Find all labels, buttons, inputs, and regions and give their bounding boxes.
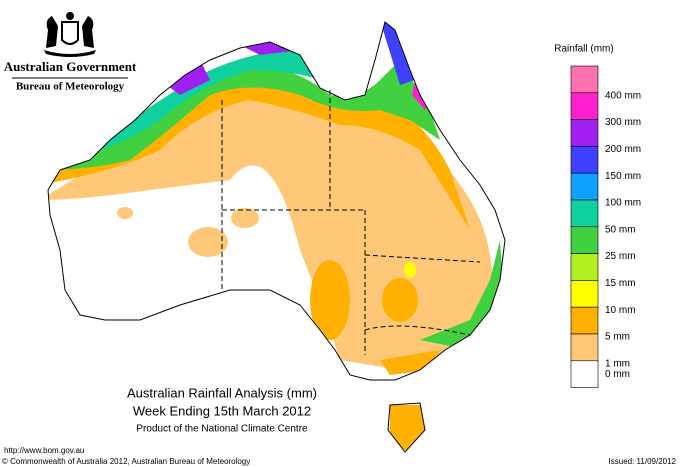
legend-label: 15 mm	[605, 278, 636, 289]
legend-swatch	[570, 199, 599, 228]
legend-label: 5 mm	[605, 332, 630, 343]
url: http://www.bom.gov.au	[4, 446, 84, 455]
legend-label: 100 mm	[605, 198, 641, 209]
legend-label: 200 mm	[605, 144, 641, 155]
state-borders	[221, 90, 481, 355]
legend-label: 0 mm	[605, 369, 630, 380]
crest	[44, 12, 96, 57]
government: Australian Government	[4, 59, 137, 74]
legend-swatch	[570, 360, 599, 388]
legend: Rainfall (mm) 400 mm 300 mm 200 mm 150 mm 10…	[554, 44, 641, 388]
legend-swatch	[570, 119, 599, 147]
map-subtitle: Week Ending 15th March 2012	[133, 403, 311, 418]
legend-swatch	[570, 172, 599, 201]
legend-swatch	[570, 146, 599, 174]
legend-swatch	[570, 92, 599, 120]
legend-swatch	[570, 65, 599, 94]
legend-label: 150 mm	[605, 171, 641, 182]
legend-swatch	[570, 226, 599, 254]
legend-label: 50 mm	[605, 224, 636, 235]
legend-label: 400 mm	[605, 90, 641, 101]
copyright: © Commonwealth of Australia 2012, Austra…	[2, 457, 250, 466]
legend-label: 300 mm	[605, 117, 641, 128]
map-title: Australian Rainfall Analysis (mm)	[127, 385, 317, 400]
issued: Issued: 11/09/2012	[609, 457, 677, 466]
agency: Bureau of Meteorology	[16, 81, 125, 93]
legend-swatch	[570, 306, 599, 335]
legend-label: 1 mm	[605, 358, 630, 369]
legend-swatch	[570, 280, 599, 308]
map-credit: Product of the National Climate Centre	[136, 424, 308, 435]
legend-label: 10 mm	[605, 305, 636, 316]
legend-title: Rainfall (mm)	[554, 44, 613, 55]
legend-swatch	[570, 333, 599, 362]
legend-swatch	[570, 253, 599, 281]
legend-label: 25 mm	[605, 251, 636, 262]
coastline	[47, 21, 506, 453]
